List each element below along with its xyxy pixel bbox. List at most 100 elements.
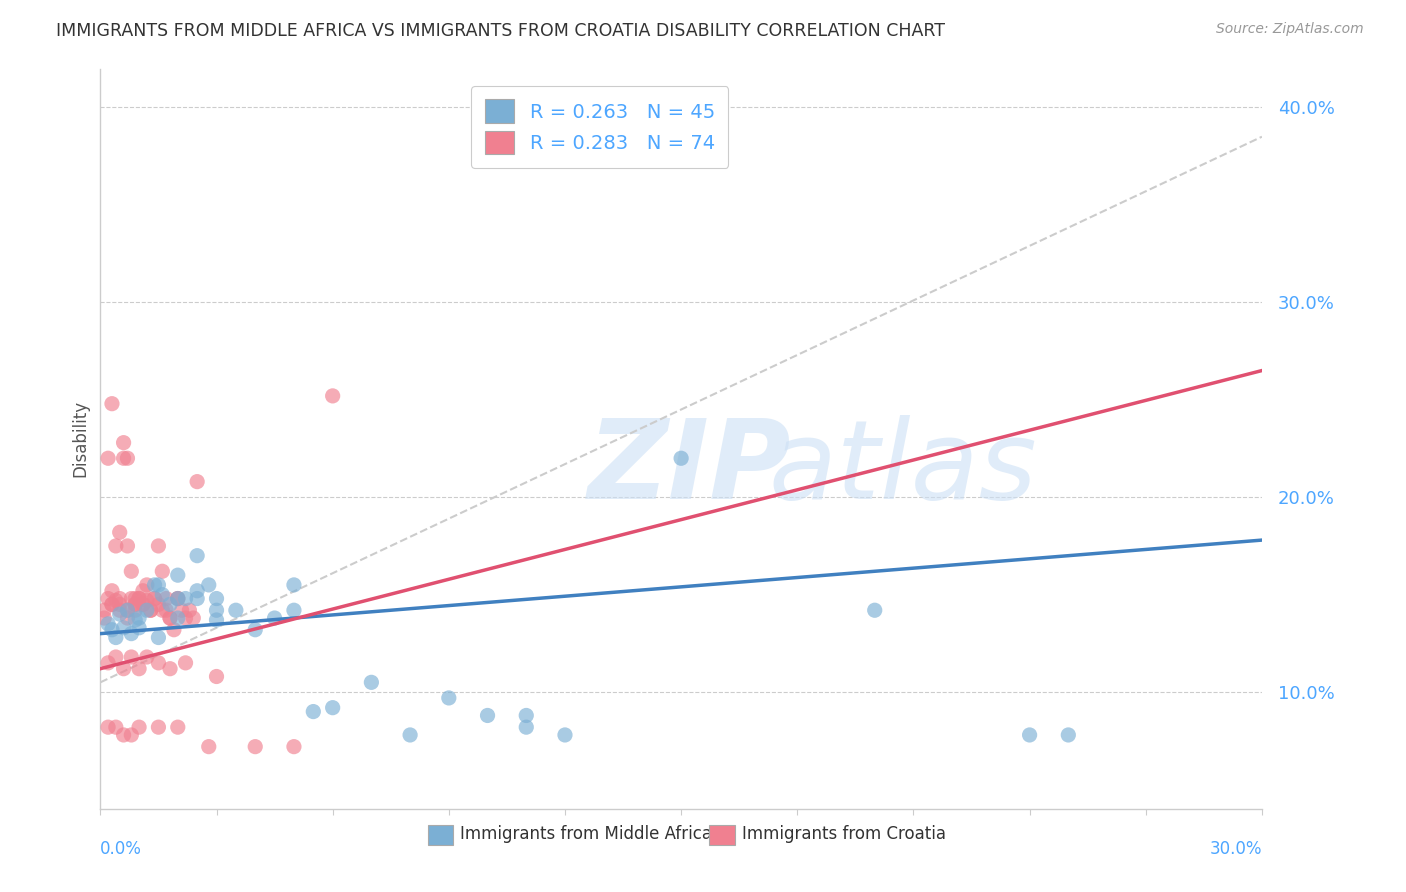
Point: [112, 662, 135, 676]
Point: [139, 603, 162, 617]
Point: [1057, 728, 1080, 742]
Point: [174, 656, 197, 670]
Point: [117, 539, 139, 553]
Point: [148, 631, 170, 645]
Point: [108, 607, 131, 621]
Point: [186, 591, 208, 606]
Point: [174, 591, 197, 606]
Point: [104, 593, 127, 607]
Point: [554, 728, 576, 742]
Point: [515, 720, 537, 734]
Point: [148, 656, 170, 670]
Text: 30.0%: 30.0%: [1209, 840, 1263, 858]
Point: [186, 475, 208, 489]
Point: [120, 591, 142, 606]
Point: [128, 621, 150, 635]
Text: 0.0%: 0.0%: [100, 840, 142, 858]
Point: [186, 583, 208, 598]
Point: [322, 700, 344, 714]
Point: [108, 603, 131, 617]
Point: [104, 720, 127, 734]
Point: [863, 603, 886, 617]
Point: [132, 598, 155, 612]
Legend: R = 0.263   N = 45, R = 0.283   N = 74: R = 0.263 N = 45, R = 0.283 N = 74: [471, 86, 728, 168]
Point: [669, 451, 692, 466]
Point: [117, 603, 139, 617]
Point: [104, 631, 127, 645]
Point: [93, 603, 115, 617]
Point: [166, 611, 188, 625]
Point: [166, 591, 188, 606]
Point: [128, 720, 150, 734]
Point: [120, 564, 142, 578]
Point: [135, 603, 157, 617]
Point: [139, 603, 162, 617]
Point: [120, 626, 142, 640]
Text: Immigrants from Middle Africa: Immigrants from Middle Africa: [460, 825, 713, 843]
Text: ZIP: ZIP: [588, 415, 792, 522]
Point: [245, 739, 267, 754]
Point: [120, 650, 142, 665]
Point: [108, 591, 131, 606]
Point: [205, 591, 228, 606]
Point: [159, 611, 181, 625]
Point: [93, 611, 115, 625]
Point: [128, 591, 150, 606]
Point: [166, 591, 188, 606]
Point: [283, 603, 305, 617]
Point: [117, 603, 139, 617]
Point: [124, 603, 146, 617]
Point: [477, 708, 499, 723]
Point: [112, 435, 135, 450]
Text: IMMIGRANTS FROM MIDDLE AFRICA VS IMMIGRANTS FROM CROATIA DISABILITY CORRELATION : IMMIGRANTS FROM MIDDLE AFRICA VS IMMIGRA…: [56, 22, 945, 40]
Point: [132, 598, 155, 612]
Point: [148, 598, 170, 612]
Point: [150, 588, 173, 602]
Point: [97, 720, 120, 734]
Point: [101, 598, 124, 612]
Point: [166, 720, 188, 734]
Point: [97, 591, 120, 606]
Point: [120, 728, 142, 742]
Point: [322, 389, 344, 403]
Point: [104, 539, 127, 553]
Point: [197, 739, 219, 754]
Text: atlas: atlas: [768, 415, 1036, 522]
Point: [155, 603, 177, 617]
Point: [148, 578, 170, 592]
Point: [135, 650, 157, 665]
Point: [132, 583, 155, 598]
Point: [150, 603, 173, 617]
Point: [124, 598, 146, 612]
Point: [166, 568, 188, 582]
Point: [124, 591, 146, 606]
Point: [97, 656, 120, 670]
Point: [186, 549, 208, 563]
Point: [163, 623, 186, 637]
Point: [159, 598, 181, 612]
Point: [112, 451, 135, 466]
Point: [135, 578, 157, 592]
Point: [128, 611, 150, 625]
Point: [117, 611, 139, 625]
Point: [170, 603, 193, 617]
Point: [263, 611, 285, 625]
Point: [128, 591, 150, 606]
Text: Immigrants from Croatia: Immigrants from Croatia: [741, 825, 946, 843]
Text: Source: ZipAtlas.com: Source: ZipAtlas.com: [1216, 22, 1364, 37]
Point: [143, 591, 166, 606]
Point: [245, 623, 267, 637]
Point: [155, 591, 177, 606]
Point: [159, 662, 181, 676]
Point: [437, 690, 460, 705]
Point: [205, 669, 228, 683]
Point: [143, 578, 166, 592]
Point: [302, 705, 325, 719]
Point: [104, 650, 127, 665]
Point: [360, 675, 382, 690]
Point: [101, 598, 124, 612]
Point: [101, 623, 124, 637]
Point: [97, 616, 120, 631]
Point: [159, 611, 181, 625]
Point: [197, 578, 219, 592]
